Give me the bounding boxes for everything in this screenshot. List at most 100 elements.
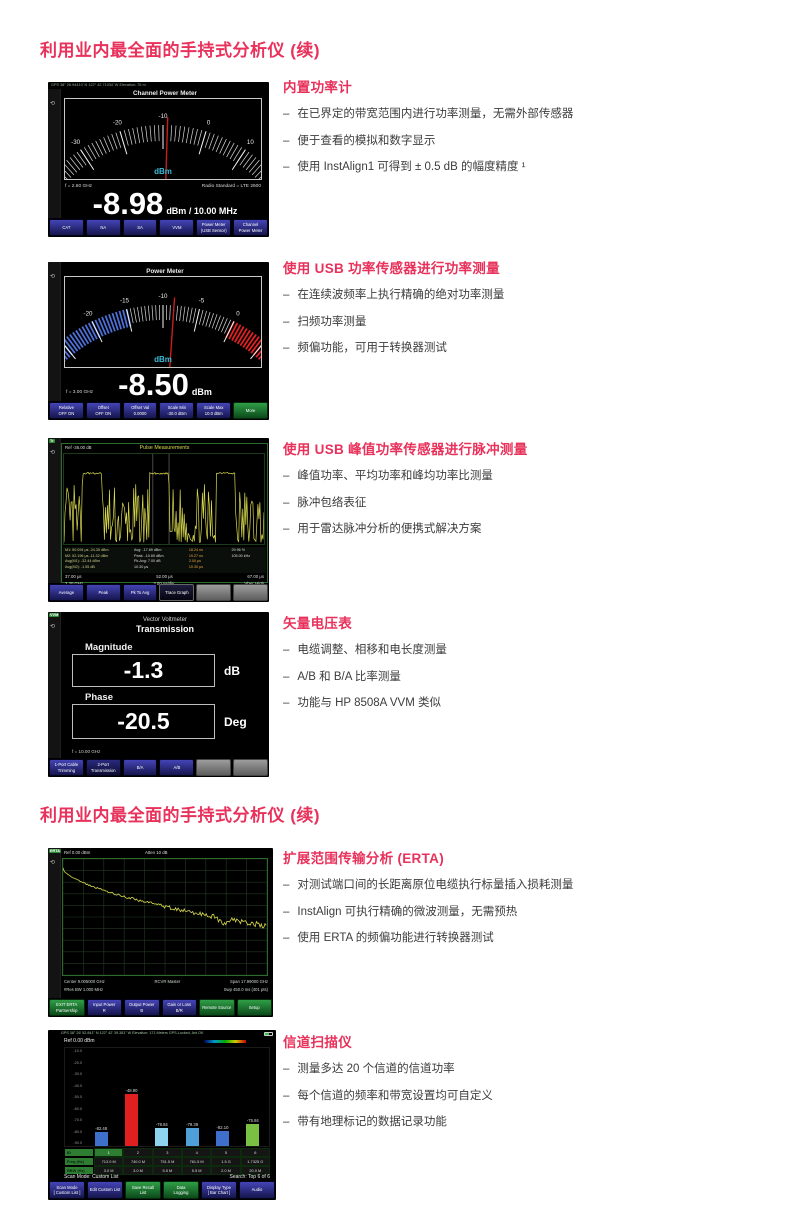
softkey-1-port-cable[interactable]: 1-Port Cable Trimming <box>49 759 84 776</box>
bullet-item: – 带有地理标记的数据记录功能 <box>283 1116 447 1129</box>
back-arrow-icon[interactable]: ⟲ <box>50 860 56 866</box>
softkey-offset-val[interactable]: Offset Val 0.0000 <box>122 402 158 419</box>
sidebar: ⟲ <box>48 89 61 218</box>
softkey-edit-custom-list[interactable]: Edit Custom List <box>87 1181 123 1199</box>
softkey-blank[interactable] <box>196 759 232 776</box>
sweep-time: Swp 450.0 ms (401 pts) <box>223 987 268 992</box>
softkey-remote-source[interactable]: Remote Source <box>199 999 235 1016</box>
screenshot-pulse-measurements: Tr ⟲ Ref -36.00 dB Pulse Measurements M1… <box>48 438 269 602</box>
y-axis-labels: -10.0 -20.0 -30.0 -40.0 -50.0 -60.0 -70.0 -80.0… <box>65 1049 84 1145</box>
softkey-vvm[interactable]: VVM <box>159 219 195 236</box>
bullet-item: – 功能与 HP 8508A VVM 类似 <box>283 697 441 710</box>
channel-table: ID 1 2 3 4 5 6 Freq (Hz) 713.0 M 740.0 M 751.5 M 76… <box>64 1148 270 1175</box>
search-status: Search: Top 6 of 6 <box>229 1174 271 1180</box>
settings-row: 2.20 GHz 3.00 μs/div Vbw: High <box>65 581 264 586</box>
softkey-relative[interactable]: Relative OFF ON <box>49 402 84 419</box>
softkey-sa[interactable]: SA <box>122 219 158 236</box>
radio-standard-readout: Radio Standard = LTE 2600 <box>201 184 261 189</box>
softkey-scan-mode[interactable]: Scan Mode[ Custom List ] <box>49 1181 85 1199</box>
bullet-item: – 脉冲包络表征 <box>283 496 367 509</box>
power-value: -8.50 <box>118 367 189 402</box>
softkey-offset[interactable]: Offset OFF ON <box>85 402 121 419</box>
screenshot-channel-power-meter: GPS 38° 26.94410' N 122° 42.71034' W Ele… <box>48 82 269 237</box>
softkey-scale-min[interactable]: Scale Min -30.0 dBm <box>159 402 195 419</box>
softkey-scale-max[interactable]: Scale Max 10.0 dBm <box>196 402 232 419</box>
center-freq: Center 9.005000 GHz <box>64 979 105 984</box>
softkey-output-power[interactable]: Output Power B <box>124 999 160 1016</box>
table-row: ID 1 2 3 4 5 6 <box>64 1148 270 1157</box>
softkey-peak[interactable]: Peak <box>85 584 121 601</box>
softkey-input-power[interactable]: Input Power R <box>86 999 122 1016</box>
level-color-legend <box>204 1040 246 1043</box>
scan-mode-status: Scan Mode: Custom List <box>64 1174 119 1180</box>
measurement-mode: Transmission <box>135 624 195 634</box>
softkey-row: EXIT ERTA Partnership Input Power R Output P… <box>49 999 272 1016</box>
gauge-arc: -40-30-20-1001020 <box>65 113 261 179</box>
softkey-blank[interactable] <box>233 759 268 776</box>
edge-time-readouts: 18.24 ns 19.27 ns 2.00 μs 10.30 μs <box>188 548 204 570</box>
channel-bar <box>124 1093 138 1146</box>
sidebar: ⟲ <box>48 262 61 401</box>
mode-tag: VVM <box>49 613 60 617</box>
channel-bar <box>246 1124 260 1146</box>
softkey-trace-graph[interactable]: Trace Graph <box>159 584 195 601</box>
pulse-readout-panel: M1: 50.094 μs -24.35 dBm M2: 52.196 μs -… <box>63 547 266 573</box>
channel-bar-slot: -48.90 <box>116 1050 146 1146</box>
softkey-more[interactable]: More <box>233 402 268 419</box>
magnitude-display: -1.3 <box>72 654 215 687</box>
back-arrow-icon[interactable]: ⟲ <box>50 101 56 107</box>
bullet-item: – 电缆调整、相移和电长度测量 <box>283 644 447 656</box>
trace-frame <box>62 858 268 976</box>
analog-meter: -40-30-20-1001020 dBm <box>64 98 262 180</box>
softkey-display-type[interactable]: Display Type[ Bar Chart ] <box>201 1181 237 1199</box>
table-cell: 6 <box>240 1148 270 1157</box>
section-heading: 矢量电压表 <box>283 616 352 631</box>
page-title: 利用业内最全面的手持式分析仪 (续) <box>40 41 321 60</box>
power-readouts: Avg: -17.69 dBm Peak: -10.69 dBm Pk-Avg:… <box>134 548 164 570</box>
channel-bar-slot: -79.39 <box>177 1050 207 1146</box>
channel-bar <box>94 1131 108 1146</box>
softkey-blank[interactable] <box>233 584 268 601</box>
section-channel-scanner: 信道扫描仪 – 测量多达 20 个信道的信道功率 – 每个信道的频率和带宽设置均可自定… <box>283 1031 758 1141</box>
section-heading: 使用 USB 峰值功率传感器进行脉冲测量 <box>283 442 528 457</box>
section-heading: 扩展范围传输分析 (ERTA) <box>283 851 444 866</box>
softkey-setup[interactable]: Setup <box>236 999 272 1016</box>
table-cell: 2 <box>123 1148 153 1157</box>
frequency-readout: f = 10.00 GHz <box>72 749 101 754</box>
softkey-a-b[interactable]: A/B <box>159 759 195 776</box>
marker-readouts: M1: 50.094 μs -24.35 dBm M2: 52.196 μs -… <box>65 548 109 570</box>
power-reading: -8.98 dBm / 10.00 MHz <box>61 186 269 222</box>
softkey-2-port[interactable]: 2-Port Transmission <box>85 759 121 776</box>
table-cell: 751.5 M <box>152 1157 182 1166</box>
softkey-channel[interactable]: Channel Power Meter <box>233 219 268 236</box>
row-header: Freq (Hz) <box>64 1157 94 1166</box>
softkey-na[interactable]: NA <box>85 219 121 236</box>
bar-value-label: -78.84 <box>155 1121 168 1127</box>
phase-unit: Deg <box>224 715 247 729</box>
back-arrow-icon[interactable]: ⟲ <box>50 450 56 456</box>
softkey-audio[interactable]: Audio <box>239 1181 275 1199</box>
y-axis-tick-label: -50.0 <box>73 1095 82 1099</box>
bullet-item: – A/B 和 B/A 比率测量 <box>283 670 401 683</box>
table-cell: 1.5 G <box>211 1157 241 1166</box>
ref-level-readout: Ref -36.00 dB <box>65 445 92 450</box>
softkey-b-a[interactable]: B/A <box>122 759 158 776</box>
softkey-power-meter[interactable]: Power Meter (USB Sensor) <box>196 219 232 236</box>
table-row: Freq (Hz) 713.0 M 740.0 M 751.5 M 761.5 M 1.5… <box>64 1157 270 1166</box>
softkey-blank[interactable] <box>196 584 232 601</box>
res-bw: #Res BW 1.000 MHz <box>64 987 104 992</box>
back-arrow-icon[interactable]: ⟲ <box>50 624 56 630</box>
softkey-save-recall[interactable]: Save Recall List <box>125 1181 161 1199</box>
phase-display: -20.5 <box>72 704 215 739</box>
back-arrow-icon[interactable]: ⟲ <box>50 274 56 280</box>
table-cell: 2.0 M <box>211 1166 241 1175</box>
svg-text:-5: -5 <box>199 297 205 304</box>
table-cell: 5.5 M <box>152 1166 182 1175</box>
softkey-average[interactable]: Average <box>49 584 84 601</box>
softkey-exit-erta[interactable]: EXIT ERTA Partnership <box>49 999 85 1016</box>
softkey-data[interactable]: Data Logging <box>163 1181 199 1199</box>
softkey-cat[interactable]: CAT <box>49 219 84 236</box>
softkey-gain-or-loss[interactable]: Gain or Loss B/R <box>161 999 197 1016</box>
softkey-pk-to-avg[interactable]: Pk To Avg <box>122 584 158 601</box>
measurement-frame: Ref -36.00 dB Pulse Measurements M1: 50.… <box>61 443 268 586</box>
